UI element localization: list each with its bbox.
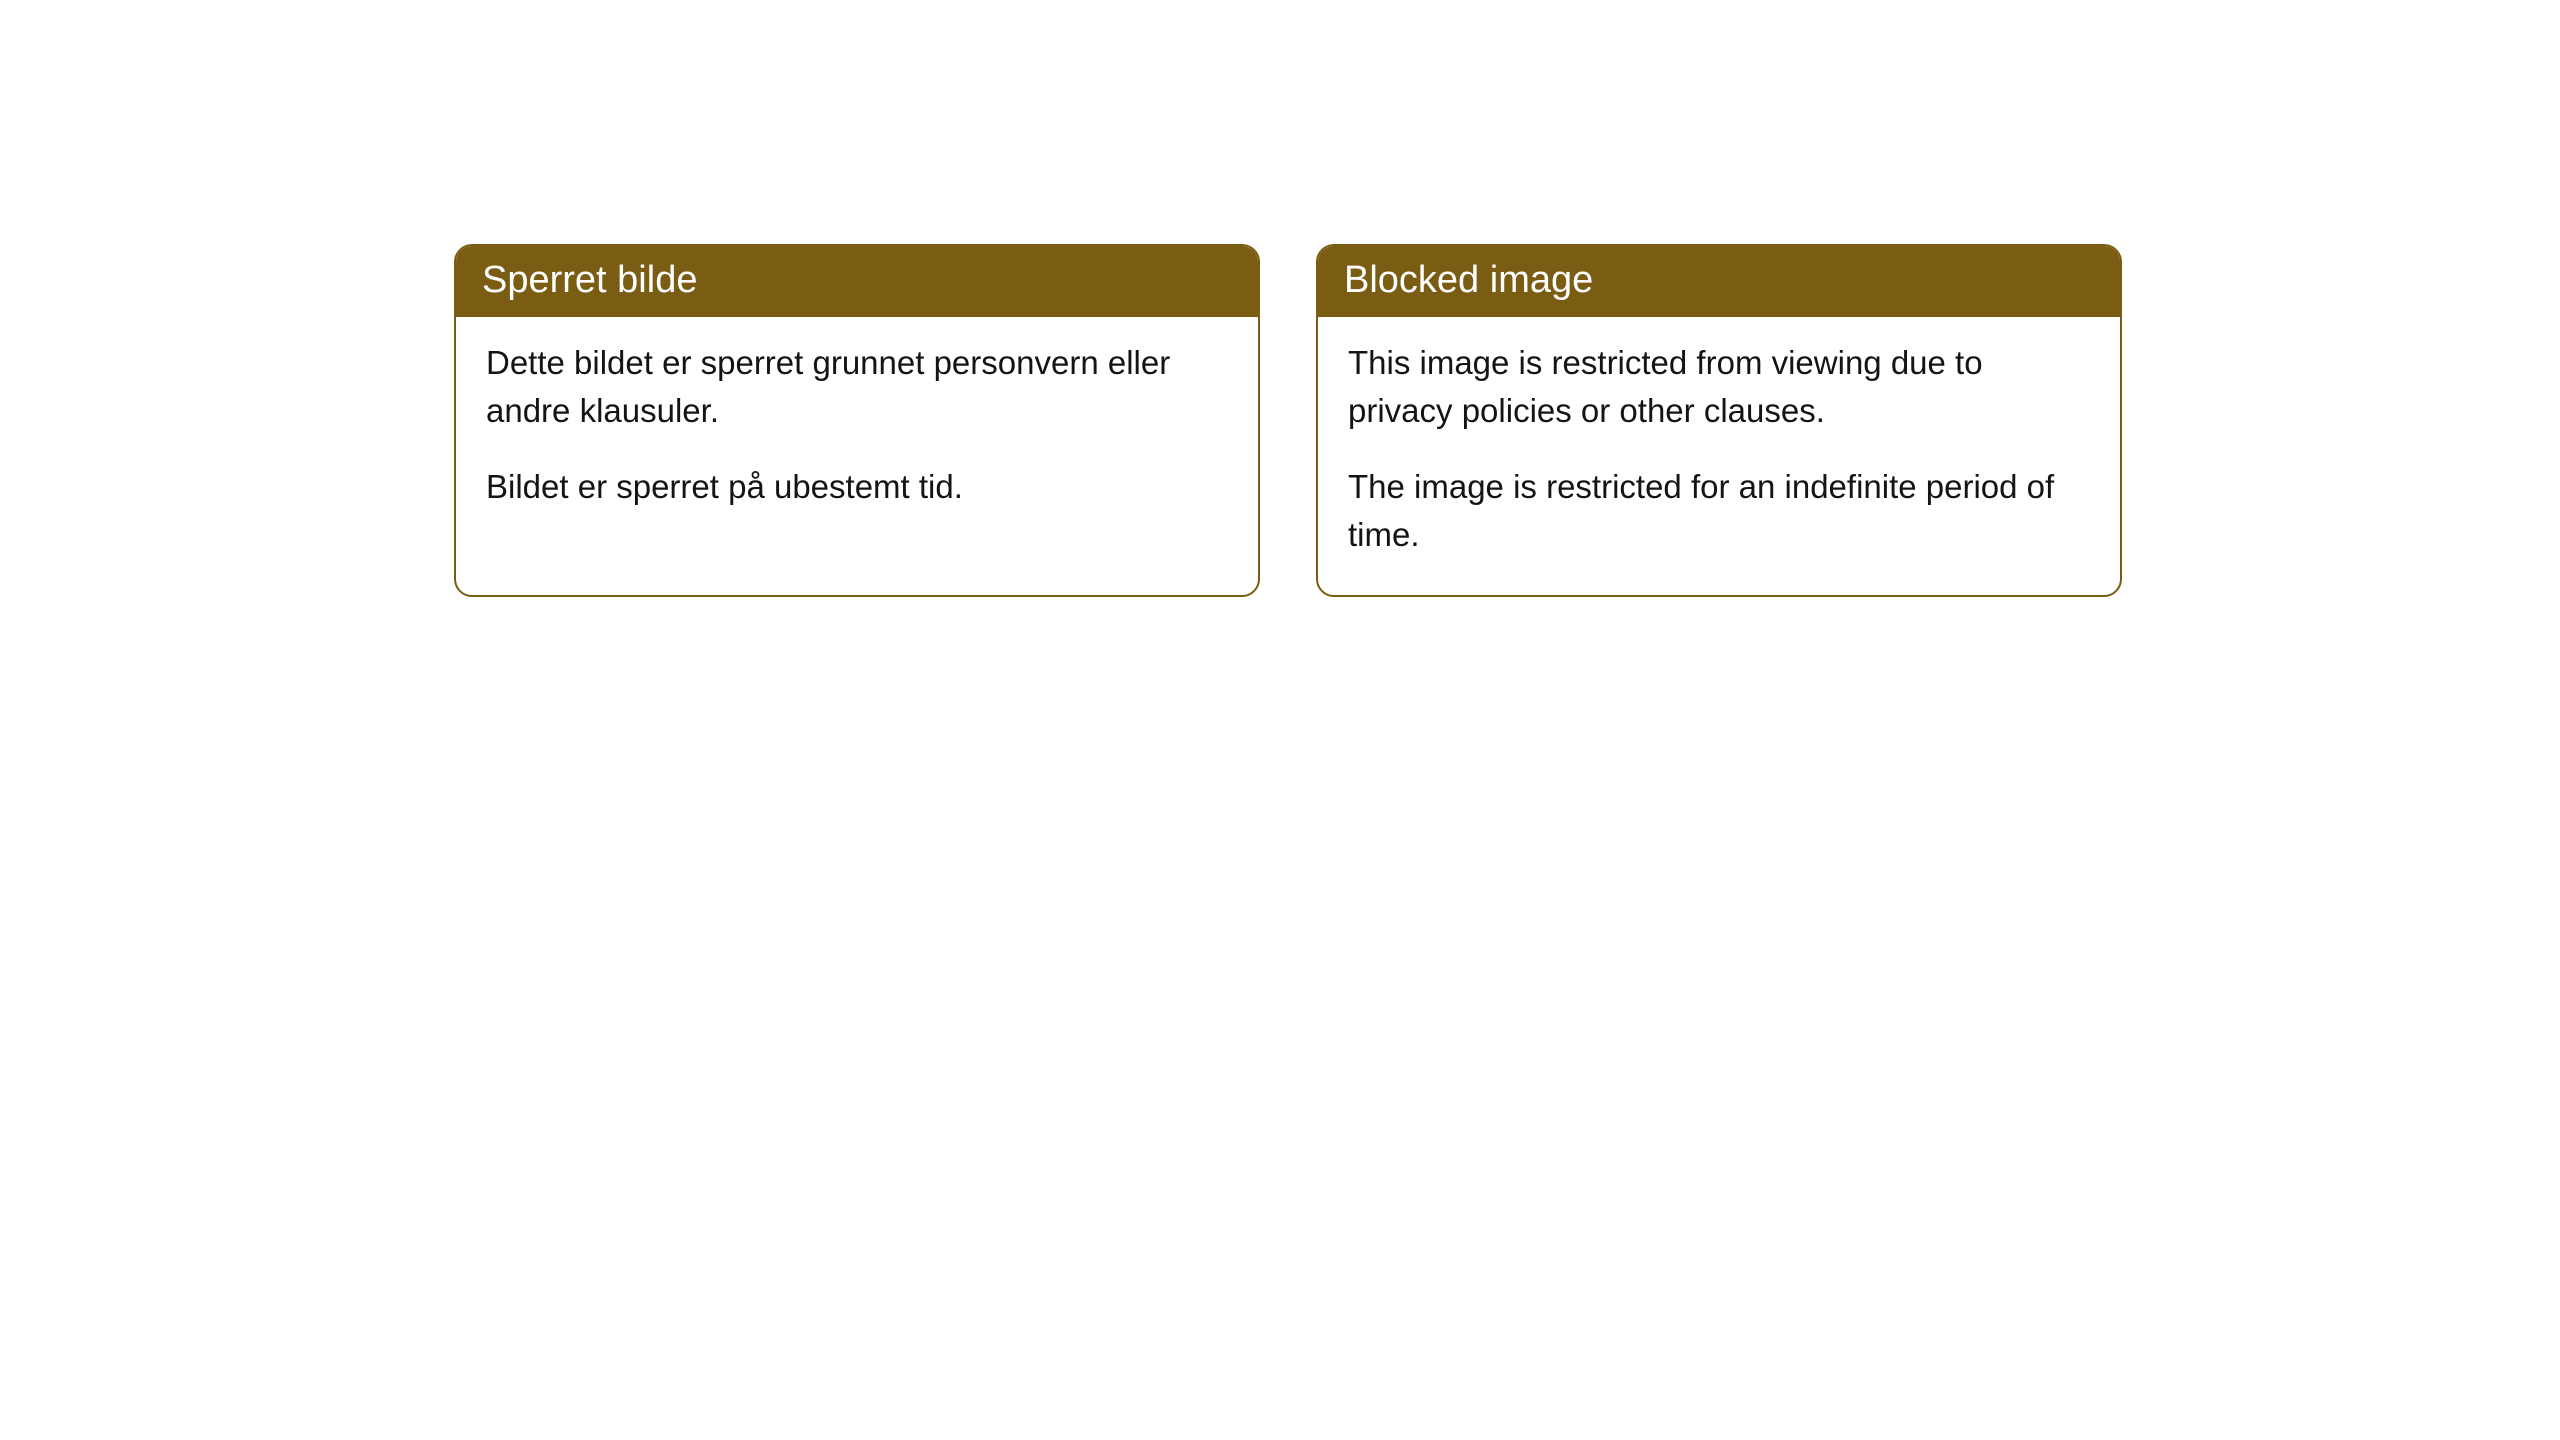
notice-body: This image is restricted from viewing du…: [1318, 317, 2120, 594]
notice-paragraph: The image is restricted for an indefinit…: [1348, 463, 2090, 559]
notice-header: Sperret bilde: [456, 246, 1258, 317]
notice-body: Dette bildet er sperret grunnet personve…: [456, 317, 1258, 547]
notice-card-english: Blocked image This image is restricted f…: [1316, 244, 2122, 597]
notice-container: Sperret bilde Dette bildet er sperret gr…: [0, 0, 2560, 597]
notice-paragraph: Bildet er sperret på ubestemt tid.: [486, 463, 1228, 511]
notice-paragraph: Dette bildet er sperret grunnet personve…: [486, 339, 1228, 435]
notice-header: Blocked image: [1318, 246, 2120, 317]
notice-paragraph: This image is restricted from viewing du…: [1348, 339, 2090, 435]
notice-card-norwegian: Sperret bilde Dette bildet er sperret gr…: [454, 244, 1260, 597]
